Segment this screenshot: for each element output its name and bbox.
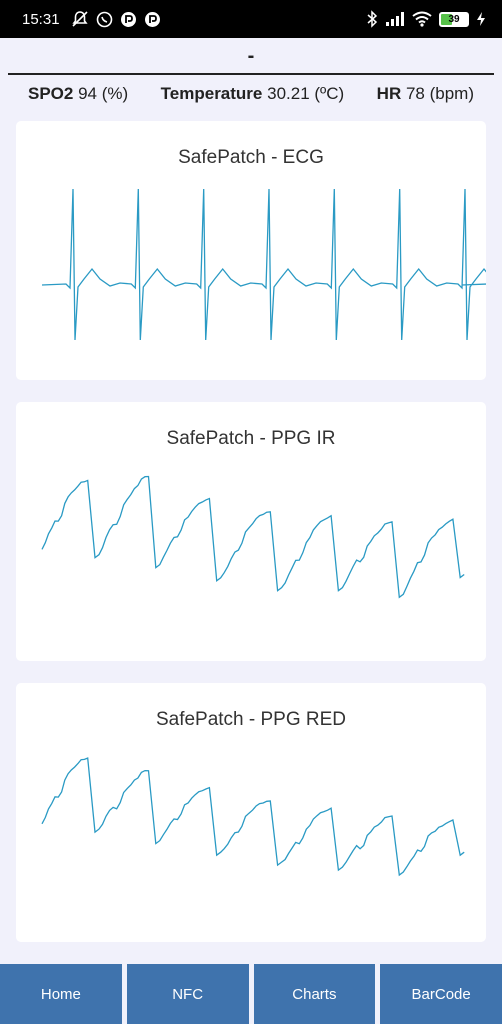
nav-charts-button[interactable]: Charts <box>253 964 376 1024</box>
charging-icon <box>476 11 486 27</box>
signal-icon <box>385 11 405 27</box>
ecg-chart-title: SafePatch - ECG <box>178 147 324 168</box>
temperature-value: 30.21 (ºC) <box>267 84 345 103</box>
ppg-red-chart <box>41 757 465 877</box>
page-title: - <box>247 45 255 67</box>
whatsapp-icon <box>96 11 113 28</box>
ppg-ir-chart-card: SafePatch - PPG IR <box>16 402 486 661</box>
status-bar: 15:31 39 <box>0 0 502 38</box>
app-notification-icon <box>120 11 137 28</box>
ppg-ir-series-line <box>41 475 465 599</box>
ecg-chart <box>41 188 486 341</box>
spo2-value: 94 (%) <box>78 84 129 103</box>
mute-notifications-icon <box>71 10 89 28</box>
heart-rate-reading: HR 78 (bpm) <box>377 82 474 106</box>
header-divider <box>8 73 494 75</box>
temperature-reading: Temperature 30.21 (ºC) <box>161 82 345 106</box>
battery-icon: 39 <box>439 11 469 27</box>
ppg-ir-chart-title: SafePatch - PPG IR <box>166 428 336 449</box>
ecg-series-line <box>41 188 486 341</box>
nav-home-button[interactable]: Home <box>0 964 122 1024</box>
ppg-red-chart-title: SafePatch - PPG RED <box>155 709 347 730</box>
ecg-chart-card: SafePatch - ECG <box>16 121 486 380</box>
spo2-label: SPO2 <box>28 84 74 103</box>
temperature-label: Temperature <box>160 84 263 103</box>
heart-rate-label: HR <box>376 84 402 103</box>
vitals-row: SPO2 94 (%) Temperature 30.21 (ºC) HR 78… <box>0 82 502 106</box>
bluetooth-icon <box>366 10 378 28</box>
status-time: 15:31 <box>22 10 60 28</box>
wifi-icon <box>412 11 432 27</box>
bottom-nav: Home NFC Charts BarCode <box>0 964 502 1024</box>
nav-barcode-button[interactable]: BarCode <box>380 964 502 1024</box>
status-bar-left: 15:31 <box>22 10 161 28</box>
ppg-red-series-line <box>41 757 465 877</box>
ppg-ir-chart <box>41 475 465 599</box>
ppg-red-chart-card: SafePatch - PPG RED <box>16 683 486 942</box>
status-bar-right: 39 <box>366 10 486 28</box>
battery-level: 39 <box>448 13 460 25</box>
heart-rate-value: 78 (bpm) <box>405 84 474 103</box>
app-notification-icon <box>144 11 161 28</box>
nav-nfc-button[interactable]: NFC <box>126 964 249 1024</box>
spo2-reading: SPO2 94 (%) <box>28 82 128 106</box>
